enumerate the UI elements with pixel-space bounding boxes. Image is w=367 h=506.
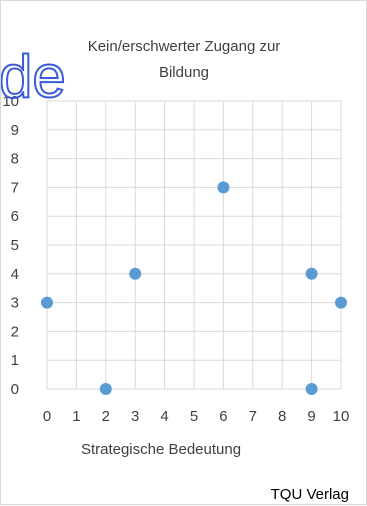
gridlines <box>46 100 342 390</box>
x-tick-label: 8 <box>278 408 286 425</box>
y-tick-label: 10 <box>2 93 19 110</box>
y-tick-label: 4 <box>11 266 19 283</box>
scatter-point <box>99 383 112 395</box>
scatter-point <box>41 296 53 309</box>
y-tick-label: 0 <box>11 381 19 398</box>
x-tick-label: 2 <box>102 408 110 425</box>
y-tick-label: 3 <box>11 295 19 312</box>
x-tick-label: 0 <box>43 408 51 425</box>
y-tick-label: 7 <box>11 179 19 196</box>
y-tick-labels: 0 1 2 3 4 5 6 7 8 9 10 <box>2 93 19 398</box>
y-tick-label: 1 <box>11 352 19 369</box>
x-tick-label: 5 <box>190 408 198 425</box>
scatter-point <box>305 383 318 395</box>
x-tick-label: 4 <box>160 408 168 425</box>
x-tick-labels: 0 1 2 3 4 5 6 7 8 9 10 <box>43 408 350 425</box>
x-tick-label: 6 <box>219 408 227 425</box>
scatter-point <box>305 267 318 280</box>
chart-title-line-1: Kein/erschwerter Zugang zur <box>88 38 281 55</box>
data-points <box>41 181 347 395</box>
publisher-label: TQU Verlag <box>271 486 349 503</box>
scatter-point <box>129 267 142 280</box>
x-tick-label: 7 <box>249 408 257 425</box>
x-tick-label: 1 <box>72 408 80 425</box>
y-tick-label: 6 <box>11 208 19 225</box>
scatter-point <box>217 181 230 194</box>
y-tick-label: 9 <box>11 122 19 139</box>
x-tick-label: 3 <box>131 408 139 425</box>
x-tick-label: 9 <box>307 408 315 425</box>
y-tick-label: 5 <box>11 237 19 254</box>
y-tick-label: 8 <box>11 151 19 168</box>
chart-title-line-2: Bildung <box>159 64 209 81</box>
wordmark-logo: de <box>1 43 66 110</box>
x-axis-title: Strategische Bedeutung <box>81 441 241 458</box>
scatter-point <box>335 296 347 309</box>
x-tick-label: 10 <box>333 408 350 425</box>
y-tick-label: 2 <box>11 323 19 340</box>
